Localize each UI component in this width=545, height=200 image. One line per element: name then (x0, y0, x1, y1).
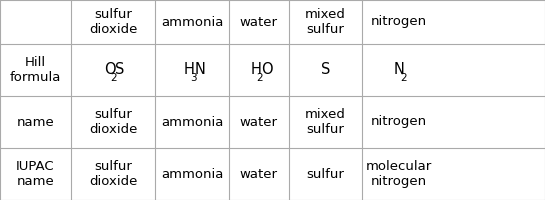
Text: sulfur
dioxide: sulfur dioxide (89, 8, 137, 36)
Text: IUPAC
name: IUPAC name (16, 160, 54, 188)
Text: N: N (195, 62, 205, 77)
Text: nitrogen: nitrogen (371, 116, 427, 129)
Text: water: water (240, 16, 278, 28)
Text: sulfur
dioxide: sulfur dioxide (89, 160, 137, 188)
Text: sulfur: sulfur (307, 168, 344, 180)
Text: 2: 2 (257, 73, 263, 83)
Text: 3: 3 (190, 73, 196, 83)
Text: H: H (250, 62, 261, 77)
Text: O: O (105, 62, 116, 77)
Text: S: S (321, 62, 330, 77)
Text: 2: 2 (111, 73, 117, 83)
Text: ammonia: ammonia (161, 168, 223, 180)
Text: ammonia: ammonia (161, 16, 223, 28)
Text: water: water (240, 168, 278, 180)
Text: nitrogen: nitrogen (371, 16, 427, 28)
Text: N: N (393, 62, 404, 77)
Text: 2: 2 (400, 73, 407, 83)
Text: ammonia: ammonia (161, 116, 223, 129)
Text: Hill
formula: Hill formula (10, 56, 61, 84)
Text: H: H (184, 62, 195, 77)
Text: name: name (16, 116, 54, 129)
Text: molecular
nitrogen: molecular nitrogen (366, 160, 432, 188)
Text: sulfur
dioxide: sulfur dioxide (89, 108, 137, 136)
Text: mixed
sulfur: mixed sulfur (305, 8, 346, 36)
Text: water: water (240, 116, 278, 129)
Text: mixed
sulfur: mixed sulfur (305, 108, 346, 136)
Text: S: S (116, 62, 125, 77)
Text: O: O (261, 62, 273, 77)
